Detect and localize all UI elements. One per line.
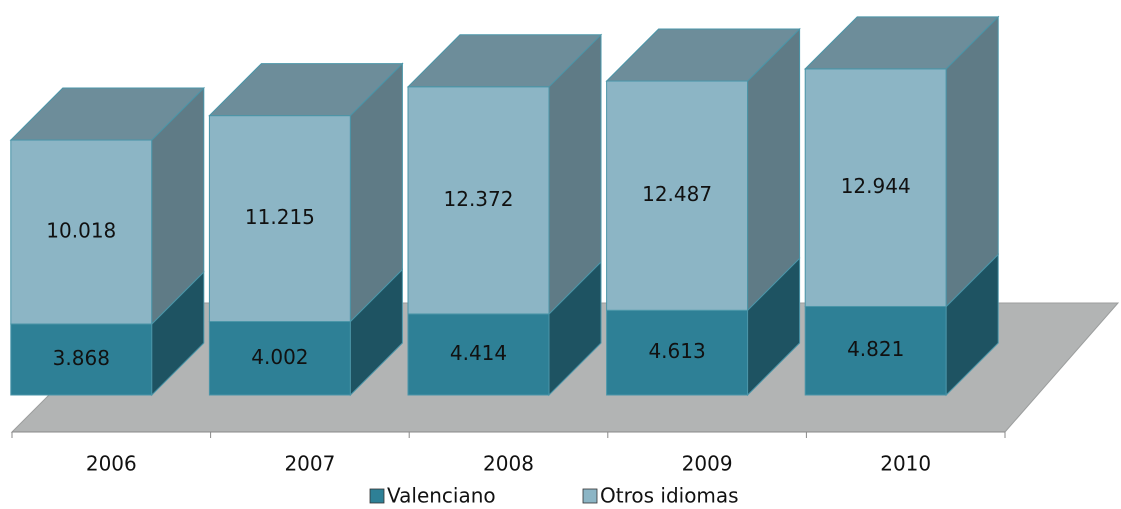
data-label: 12.487 — [642, 182, 712, 206]
legend-label: Otros idiomas — [600, 484, 739, 508]
legend-label: Valenciano — [387, 484, 496, 508]
data-label: 12.372 — [444, 187, 514, 211]
data-label: 12.944 — [841, 174, 911, 198]
x-tick-label: 2007 — [284, 452, 335, 476]
data-label: 4.002 — [251, 345, 308, 369]
bar-front — [10, 139, 153, 325]
bar-front — [804, 305, 947, 396]
bar-front — [407, 313, 550, 396]
bar-top — [9, 87, 206, 141]
data-label: 11.215 — [245, 205, 315, 229]
bar-front — [208, 321, 351, 396]
x-tick-label: 2006 — [86, 452, 137, 476]
data-label: 3.868 — [53, 346, 110, 370]
bar-top — [406, 34, 603, 88]
x-tick-label: 2008 — [483, 452, 534, 476]
x-tick-label: 2009 — [682, 452, 733, 476]
bar-top — [605, 28, 801, 82]
bar-front — [606, 80, 749, 311]
bar-front — [407, 86, 550, 315]
data-label: 4.414 — [450, 341, 507, 365]
data-label: 4.613 — [648, 339, 705, 363]
data-label: 10.018 — [46, 219, 116, 243]
legend-swatch — [369, 488, 385, 504]
bar-front — [606, 309, 749, 396]
bar-top — [803, 16, 1000, 70]
legend-swatch — [582, 488, 598, 504]
bar-front — [208, 115, 351, 323]
x-tick-label: 2010 — [880, 452, 931, 476]
bar-top — [208, 63, 404, 117]
data-label: 4.821 — [847, 337, 904, 361]
